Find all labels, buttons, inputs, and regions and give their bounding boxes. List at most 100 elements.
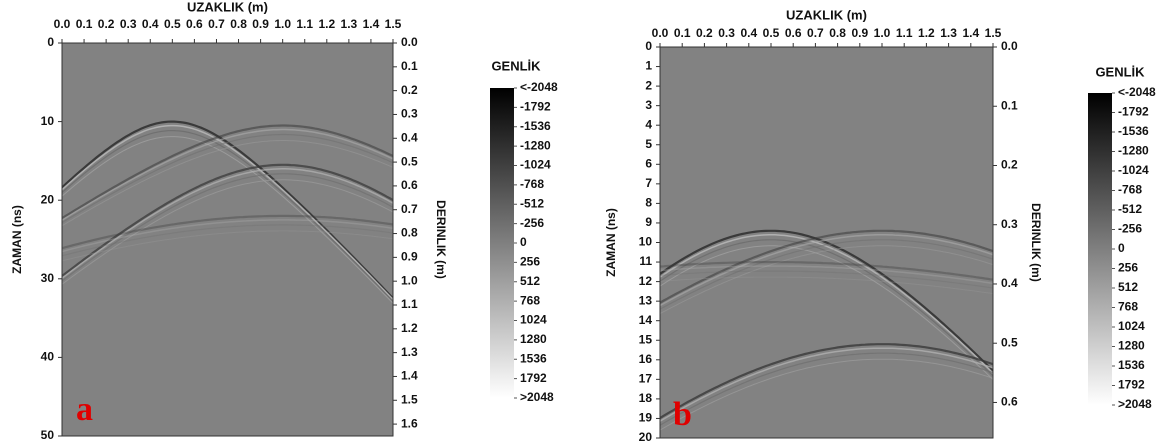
x-tick-label: 1.1	[296, 17, 313, 31]
y-tick-label: 0	[47, 35, 54, 49]
y2-tick-label: 0.6	[401, 178, 418, 192]
colorbar-label: 1280	[1118, 339, 1145, 353]
colorbar-label: >2048	[1118, 397, 1152, 411]
reflection	[660, 270, 993, 289]
reflection	[660, 229, 993, 304]
y-tick-label: 11	[639, 254, 652, 268]
y-tick-label: 16	[639, 352, 653, 366]
colorbar-label: 1024	[1118, 319, 1145, 333]
reflection	[62, 163, 393, 278]
y-tick-label: 0	[645, 39, 652, 53]
colorbar-label: 1280	[520, 332, 547, 346]
x-tick-label: 0.2	[98, 17, 115, 31]
y-tick-label: 9	[645, 215, 652, 229]
plot-frame	[61, 42, 394, 437]
reflection	[660, 234, 993, 307]
reflection	[660, 347, 993, 423]
x-tick-label: 0.9	[252, 17, 269, 31]
reflection	[62, 124, 393, 301]
colorbar-label: 1024	[520, 313, 547, 327]
colorbar-label: -512	[1118, 202, 1142, 216]
colorbar-label: -1792	[1118, 105, 1149, 119]
y-tick-label: 7	[645, 176, 652, 190]
reflection	[660, 265, 993, 285]
reflection	[660, 358, 993, 431]
colorbar-label: -1280	[1118, 144, 1149, 158]
reflection	[62, 214, 393, 250]
x-tick-label: 0.6	[186, 17, 203, 31]
y2-tick-label: 0.2	[401, 83, 418, 97]
y2-tick-label: 1.5	[401, 392, 418, 406]
x-tick-label: 0.7	[807, 26, 824, 40]
reflection	[660, 352, 993, 426]
colorbar-label: 768	[1118, 300, 1138, 314]
reflections	[62, 120, 393, 305]
reflection	[62, 124, 393, 220]
y-tick-label: 17	[639, 372, 653, 386]
colorbar-label: -1280	[520, 138, 551, 152]
x-tick-label: 0.6	[785, 26, 802, 40]
reflection	[660, 229, 993, 373]
y2-axis-title: DERINLIK (m)	[1029, 203, 1043, 282]
reflection	[62, 179, 393, 285]
reflection	[62, 120, 393, 300]
reflection	[62, 224, 393, 257]
colorbar-label: 512	[1118, 280, 1138, 294]
x-tick-label: 1.5	[985, 26, 1002, 40]
reflection	[62, 133, 393, 224]
x-tick-label: 1.4	[962, 26, 979, 40]
radargram	[62, 43, 393, 436]
colorbar	[1088, 93, 1112, 405]
reflection	[62, 136, 393, 305]
y-tick-label: 20	[41, 192, 55, 206]
colorbar-label: -256	[1118, 222, 1142, 236]
y2-tick-label: 0.4	[1001, 276, 1018, 290]
y2-tick-label: 0.2	[1001, 158, 1018, 172]
x-tick-label: 0.8	[829, 26, 846, 40]
y2-tick-label: 1.2	[401, 321, 418, 335]
x-tick-label: 1.2	[318, 17, 335, 31]
colorbar-label: 0	[1118, 241, 1125, 255]
reflection	[62, 128, 393, 221]
reflection	[62, 140, 393, 227]
y-tick-label: 19	[639, 411, 653, 425]
y2-tick-label: 1.3	[401, 345, 418, 359]
reflection	[660, 234, 993, 375]
y2-tick-label: 0.8	[401, 226, 418, 240]
x-tick-label: 0.8	[230, 17, 247, 31]
colorbar-label: -1536	[520, 119, 551, 133]
reflection	[62, 230, 393, 262]
y2-tick-label: 0.9	[401, 250, 418, 264]
y-tick-label: 8	[645, 196, 652, 210]
colorbar-label: 1536	[1118, 358, 1145, 372]
y2-tick-label: 0.5	[401, 154, 418, 168]
colorbar	[490, 88, 514, 398]
colorbar-label: <-2048	[1118, 85, 1156, 99]
reflection	[660, 245, 993, 381]
x-axis-title: UZAKLIK (m)	[786, 7, 867, 22]
y-tick-label: 3	[645, 98, 652, 112]
x-tick-label: 0.3	[120, 17, 137, 31]
y2-tick-label: 1.0	[401, 273, 418, 287]
y2-tick-label: 0.7	[401, 202, 418, 216]
y2-tick-label: 0.0	[401, 35, 418, 49]
x-tick-label: 1.0	[274, 17, 291, 31]
colorbar-label: >2048	[520, 390, 554, 404]
y2-tick-label: 0.3	[1001, 217, 1018, 231]
y2-tick-label: 0.5	[1001, 335, 1018, 349]
y2-tick-label: 0.4	[401, 130, 418, 144]
reflection	[660, 245, 993, 315]
x-tick-label: 0.3	[718, 26, 735, 40]
colorbar-label: -1024	[520, 158, 551, 172]
x-tick-label: 0.5	[763, 26, 780, 40]
y-tick-label: 15	[639, 332, 653, 346]
colorbar-label: -1536	[1118, 124, 1149, 138]
colorbar-label: <-2048	[520, 80, 558, 94]
x-tick-label: 1.4	[363, 17, 380, 31]
y2-tick-label: 0.3	[401, 107, 418, 121]
y2-tick-label: 1.4	[401, 369, 418, 383]
x-tick-label: 1.3	[341, 17, 358, 31]
reflection	[660, 261, 993, 281]
x-tick-label: 1.0	[874, 26, 891, 40]
y-tick-label: 50	[41, 428, 55, 442]
